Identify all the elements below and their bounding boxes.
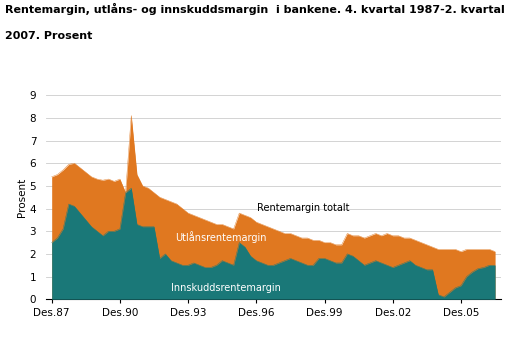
Text: Innskuddsrentemargin: Innskuddsrentemargin xyxy=(171,283,281,293)
Y-axis label: Prosent: Prosent xyxy=(17,177,27,217)
Text: Rentemargin, utlåns- og innskuddsmargin  i bankene. 4. kvartal 1987-2. kvartal: Rentemargin, utlåns- og innskuddsmargin … xyxy=(5,3,505,16)
Text: 2007. Prosent: 2007. Prosent xyxy=(5,31,92,40)
Text: Rentemargin totalt: Rentemargin totalt xyxy=(258,203,350,213)
Text: Utlånsrentemargin: Utlånsrentemargin xyxy=(176,232,267,243)
